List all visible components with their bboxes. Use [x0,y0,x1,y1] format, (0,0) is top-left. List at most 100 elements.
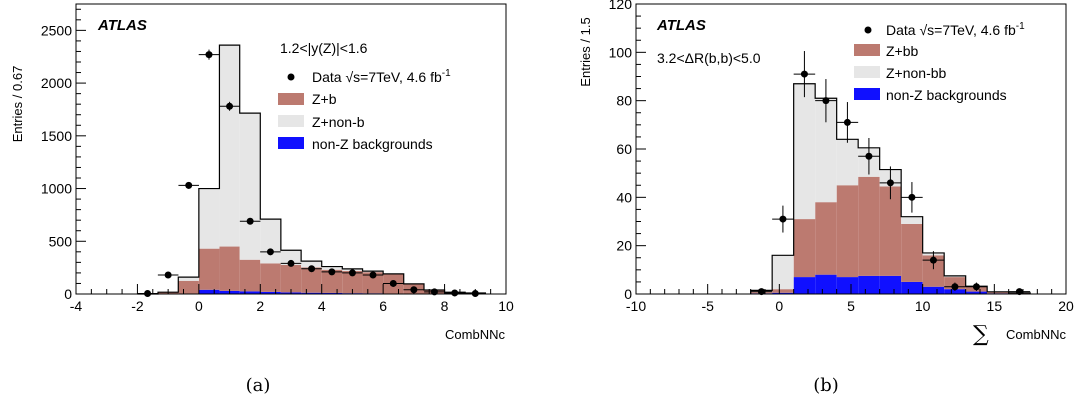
y-tick-label: 0 [64,286,72,302]
legend-data-sup-b: -1 [1016,21,1025,32]
x-tick-label: 0 [775,298,783,314]
data-point [901,182,923,213]
data-point [879,166,902,200]
y-tick-label: 60 [616,141,632,157]
data-point [301,265,322,273]
caption-b: (b) [813,375,839,396]
y-tick-label: 2000 [41,75,72,91]
y-tick-label: 2500 [41,22,72,38]
legend-swatch-nonz-b [854,88,880,100]
cut-label-b: 3.2<ΔR(b,b)<5.0 [657,50,761,66]
bar-z-bb-11 [987,292,1009,294]
x-tick-label: -10 [626,298,646,314]
legend-swatch-zb-a [278,93,304,105]
bar-z-non-bb-4 [836,139,859,186]
atlas-label-b: ATLAS [656,17,706,34]
x-tick-label: 5 [847,298,855,314]
legend-znonb-label: Z+non-b [312,114,365,130]
bar-z-non-bb-7 [901,216,923,224]
bar-non-z-backgrounds-9 [944,289,966,294]
x-tick-label: 0 [195,298,203,314]
data-points-b [750,51,1031,296]
bar-z-b-11 [362,272,384,294]
bar-non-z-backgrounds-2 [793,277,816,294]
data-point [836,102,859,143]
legend-swatch-nonz-a [278,137,304,149]
caption-a: (a) [246,375,271,396]
bar-z-non-bb-1 [772,255,794,290]
legend-data-text-a: Data √s=7TeV, 4.6 fb [312,69,442,85]
x-ticks-a: -4 -2 0 2 4 6 8 10 [70,284,514,314]
legend-data-label-b: Data √s=7TeV, 4.6 fb-1 [886,21,1025,38]
bar-z-non-b-3 [198,188,220,249]
legend-data-sup-a: -1 [442,68,451,79]
bar-z-b-4 [219,246,240,291]
bar-non-z-backgrounds-3 [198,289,220,294]
panel-a: -4 -2 0 2 4 6 8 10 0 500 1000 1500 2000 2500 ATLAS 1… [10,3,514,396]
bar-z-bb-2 [793,219,816,278]
data-points-a [137,49,486,297]
bar-z-b-2 [178,280,199,294]
data-point [321,268,343,276]
x-tick-label: 6 [379,298,387,314]
bar-z-non-b-5 [239,113,261,260]
bar-non-z-backgrounds-5 [858,275,880,294]
data-point [965,282,988,291]
x-tick-label: 10 [915,298,931,314]
data-point [750,288,773,296]
data-point [444,289,465,297]
legend-data-label-a: Data √s=7TeV, 4.6 fb-1 [312,68,451,85]
bar-z-non-b-2 [178,277,199,281]
y-ticks-b: 0 20 40 60 80 100 120 [609,0,646,302]
bar-non-z-backgrounds-4 [836,277,859,294]
data-point [793,51,816,98]
data-point [178,181,200,189]
legend-nonz-label-b: non-Z backgrounds [886,87,1007,103]
legend-swatch-znonbb-b [854,66,880,78]
bar-non-z-backgrounds-6 [879,275,902,294]
legend-swatch-zbb-b [854,44,880,56]
atlas-label-a: ATLAS [97,17,147,34]
y-tick-label: 100 [609,44,633,60]
bar-non-z-backgrounds-10 [965,291,988,294]
legend-nonz-label-a: non-Z backgrounds [312,136,433,152]
data-point [858,138,880,175]
bar-z-bb-7 [901,223,923,282]
bar-z-b-9 [321,269,343,293]
data-point [362,271,384,279]
data-point [772,205,794,233]
histogram-bars-a [137,44,487,295]
legend-zbb-label: Z+bb [886,43,919,59]
bar-z-bb-1 [772,289,794,293]
bar-z-non-b-4 [219,45,240,247]
y-tick-label: 20 [616,238,632,254]
y-axis-title-b: Entries / 1.5 [578,17,593,86]
bar-z-bb-5 [858,176,880,276]
data-point [1008,288,1031,296]
data-point [280,259,302,267]
bar-z-b-3 [198,248,220,290]
bar-z-non-bb-3 [815,98,837,203]
bar-z-b-10 [342,271,363,294]
bar-z-non-bb-2 [793,83,816,220]
data-point [815,79,837,123]
legend-zb-label: Z+b [312,91,337,107]
data-point [157,271,179,279]
bar-non-z-backgrounds-5 [239,291,261,294]
bar-z-non-b-9 [321,266,343,270]
bar-z-non-b-8 [301,261,322,268]
y-tick-label: 500 [49,233,73,249]
legend-znonbb-label: Z+non-bb [886,65,947,81]
data-point [219,101,240,111]
panel-b: -10 -5 0 5 10 15 20 0 20 40 60 80 100 120 ATLAS 3.2<… [578,0,1074,396]
bar-z-b-8 [301,267,322,293]
y-tick-label: 120 [609,0,633,12]
bar-non-z-backgrounds-7 [901,281,923,294]
bar-non-z-backgrounds-8 [301,292,322,294]
x-tick-label: 10 [498,298,514,314]
x-axis-title-b: CombNNc [1006,327,1066,342]
bar-non-z-backgrounds-1 [772,292,794,294]
x-tick-label: -2 [131,298,144,314]
bar-z-b-7 [280,265,302,293]
